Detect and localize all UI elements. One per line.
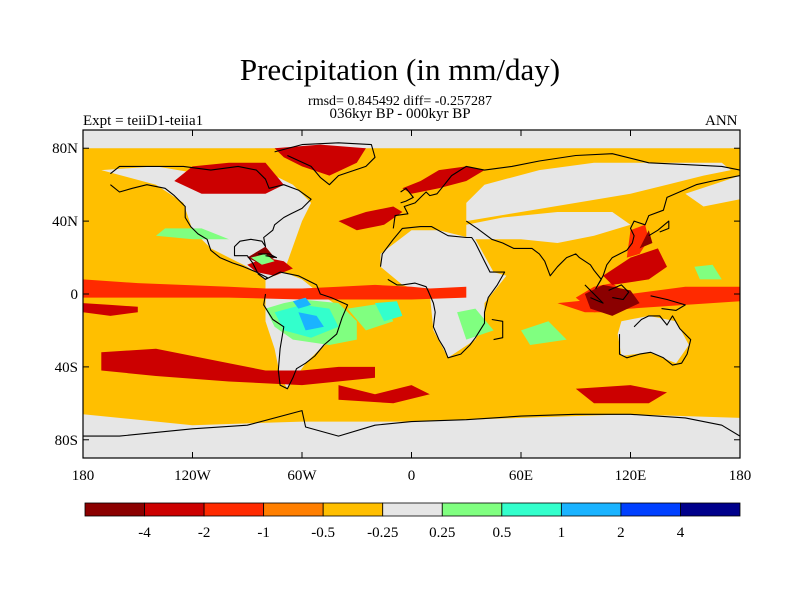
colorbar-label: 1 (558, 525, 566, 541)
anomaly-region-11 (338, 385, 430, 404)
x-tick-label: 180 (72, 468, 95, 484)
experiment-label: Expt = teiiD1-teiia1 (83, 113, 204, 129)
y-tick-label: 40N (52, 214, 78, 230)
chart-title: Precipitation (in mm/day) (239, 52, 561, 87)
anomaly-region-25 (375, 301, 403, 322)
y-tick-label: 0 (71, 287, 79, 303)
colorbar-label: -0.25 (367, 525, 398, 541)
coastline-7 (83, 410, 740, 437)
colorbar-label: 4 (677, 525, 685, 541)
colorbar-swatch-5 (382, 502, 443, 517)
anomaly-region-8 (274, 144, 366, 176)
anomaly-region-27 (292, 297, 312, 309)
y-tick-label: 80N (52, 141, 78, 157)
anomaly-region-4 (83, 303, 138, 316)
coastline-14 (258, 253, 278, 259)
colorbar-swatch-3 (263, 502, 324, 517)
coastline-0 (110, 165, 312, 280)
colorbar-swatch-6 (441, 502, 503, 517)
colorbar-label: 0.5 (492, 525, 511, 541)
coastline-12 (491, 318, 504, 341)
anomaly-region-7 (338, 206, 403, 231)
colorbar: -4 -2 -1 -0.5 -0.25 0.25 0.5 1 2 4 (84, 502, 741, 541)
colorbar-label: -0.5 (311, 525, 335, 541)
anomaly-region-23 (694, 264, 722, 280)
anomaly-region-21 (457, 308, 494, 340)
anomaly-field-layer (83, 130, 740, 458)
anomaly-region-26 (298, 312, 324, 331)
anomaly-region-17 (156, 228, 229, 240)
anomaly-region-12 (575, 385, 667, 404)
colorbar-label: -4 (138, 525, 151, 541)
colorbar-label: -1 (257, 525, 270, 541)
coastline-2 (379, 226, 506, 359)
anomaly-region-22 (521, 321, 567, 345)
x-tick-label: 120E (615, 468, 647, 484)
x-tick-label: 180 (729, 468, 752, 484)
neutral-region-7 (83, 130, 740, 149)
colorbar-label: 0.25 (429, 525, 455, 541)
colorbar-swatch-9 (620, 502, 681, 517)
anomaly-region-13 (603, 248, 667, 285)
y-tick-label: 80S (55, 433, 78, 449)
colorbar-swatch-7 (501, 502, 562, 517)
period-line: 036kyr BP - 000kyr BP (329, 106, 471, 122)
x-tick-label: 60W (287, 468, 317, 484)
coastline-6 (274, 142, 376, 186)
coastline-1 (263, 271, 349, 390)
colorbar-swatch-10 (680, 502, 741, 517)
neutral-region-5 (617, 315, 689, 364)
colorbar-label: -2 (198, 525, 211, 541)
coastline-5 (618, 315, 692, 366)
stats-line: rmsd= 0.845492 diff= -0.257287 (308, 94, 492, 109)
coastline-10 (650, 295, 686, 311)
coastline-3 (392, 153, 740, 229)
anomaly-region-15 (584, 284, 640, 316)
coastline-13 (400, 187, 414, 204)
colorbar-swatch-8 (560, 502, 622, 517)
x-axis: 180 120W 60W 0 60E 120E 180 (72, 130, 752, 484)
colorbar-swatch-1 (144, 502, 205, 517)
neutral-region-3 (466, 162, 731, 222)
neutral-region-8 (685, 175, 740, 207)
anomaly-region-16 (639, 230, 653, 249)
neutral-region-4 (466, 212, 631, 243)
colorbar-swatch-4 (322, 502, 384, 517)
coastline-11 (648, 220, 670, 237)
season-label: ANN (705, 113, 738, 129)
colorbar-label: 2 (617, 525, 625, 541)
anomaly-region-10 (101, 348, 376, 386)
anomaly-region-0 (83, 279, 467, 300)
x-tick-label: 120W (174, 468, 212, 484)
coastline-8 (584, 284, 604, 304)
anomaly-region-9 (402, 166, 485, 194)
y-tick-label: 40S (55, 360, 78, 376)
colorbar-swatch-0 (84, 502, 145, 517)
x-tick-label: 0 (408, 468, 416, 484)
coastline-4 (465, 175, 740, 290)
x-tick-label: 60E (509, 468, 533, 484)
colorbar-swatch-2 (203, 502, 265, 517)
coastline-layer (83, 142, 740, 437)
coastline-9 (608, 284, 630, 301)
y-axis: 80N 40N 0 40S 80S (52, 141, 740, 449)
